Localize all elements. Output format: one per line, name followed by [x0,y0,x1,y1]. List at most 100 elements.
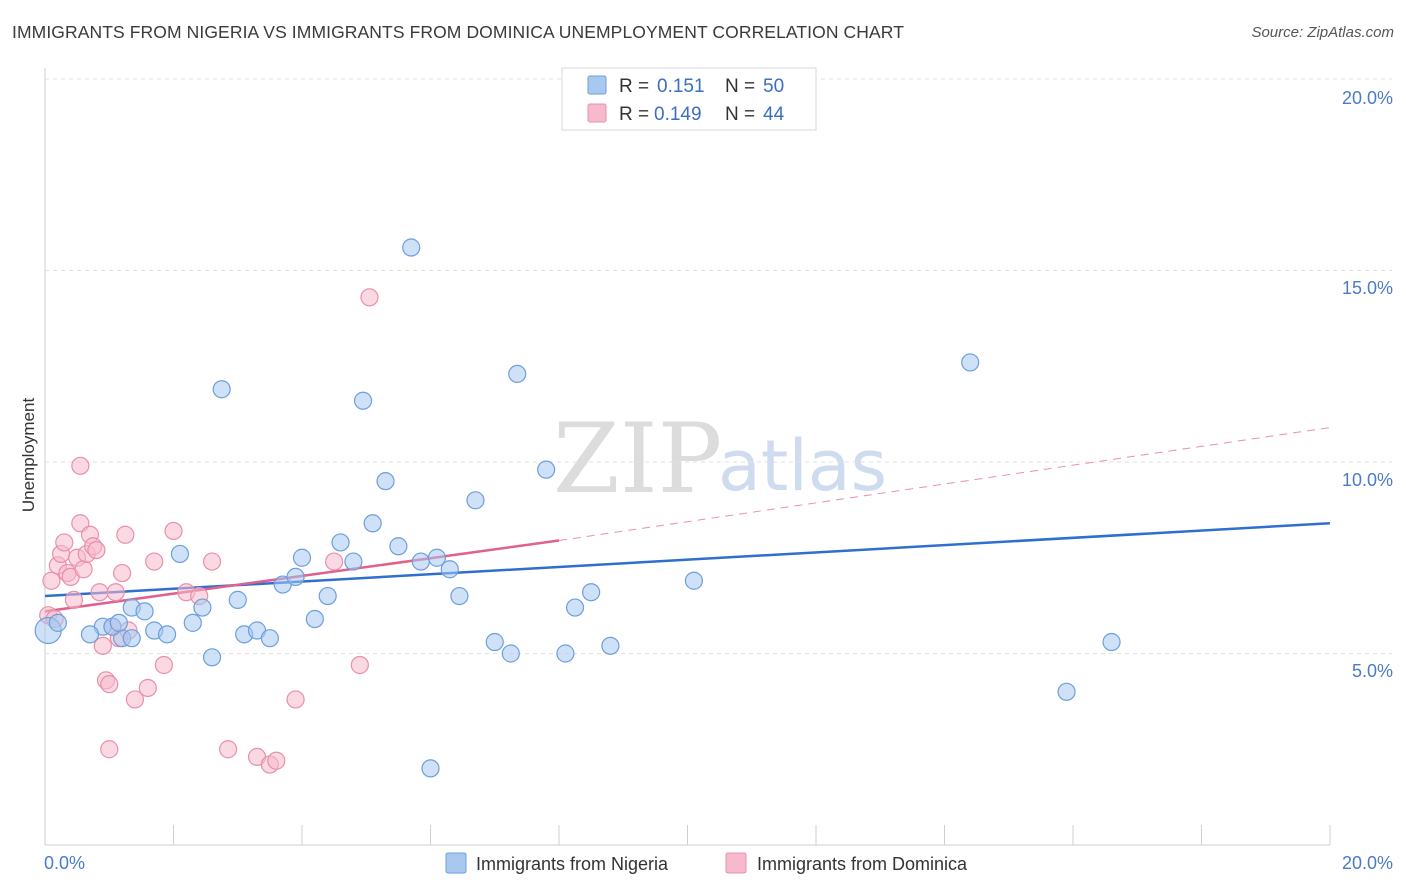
point-nigeria-9 [135,602,154,621]
grid-lines [45,78,1392,654]
point-nigeria-43 [556,644,575,663]
point-nigeria-23 [292,548,312,567]
point-nigeria-26 [331,533,350,552]
point-dominica-17 [93,636,112,655]
point-nigeria-15 [202,648,222,667]
point-nigeria-27 [344,552,363,571]
point-nigeria-46 [601,636,620,655]
point-nigeria-28 [353,391,373,410]
source-credit: Source: ZipAtlas.com [1251,24,1394,41]
trend-line-dominica-extension [558,427,1331,542]
point-dominica-30 [164,521,183,541]
point-nigeria-24 [305,609,324,629]
point-nigeria-41 [508,364,527,384]
point-nigeria-49 [1057,682,1076,701]
point-nigeria-13 [183,613,202,632]
point-dominica-37 [267,751,286,770]
point-dominica-27 [138,678,157,698]
point-nigeria-6 [109,613,128,632]
legend-n-label-dominica: N = [725,104,755,125]
point-nigeria-31 [389,537,408,556]
y-tick-label-10: 10.0% [1342,470,1393,490]
correlation-legend: R = 0.151 N = 50 R = 0.149 N = 44 [561,67,817,131]
point-dominica-42 [71,456,90,475]
legend-n-label-nigeria: N = [725,76,755,97]
watermark-atlas: atlas [718,425,887,507]
point-dominica-16 [90,583,109,602]
point-nigeria-38 [466,491,485,510]
bottom-legend-label-dominica: Immigrants from Dominica [757,854,968,874]
point-nigeria-7 [122,629,141,648]
chart-title: IMMIGRANTS FROM NIGERIA VS IMMIGRANTS FR… [12,22,905,42]
point-dominica-8 [64,590,84,609]
point-nigeria-35 [427,548,447,567]
point-dominica-28 [145,552,164,571]
point-dominica-15 [87,540,106,560]
y-tick-label-5: 5.0% [1352,661,1393,681]
point-nigeria-16 [212,380,231,399]
point-dominica-26 [125,690,145,709]
point-nigeria-4 [80,625,100,644]
point-dominica-43 [100,740,119,759]
point-dominica-19 [100,675,119,694]
y-tick-label-15: 15.0% [1342,278,1393,298]
watermark: ZIP atlas [553,403,887,515]
bottom-legend-swatch-dominica [725,852,747,874]
point-nigeria-48 [961,353,980,372]
legend-r-value-nigeria: 0.151 [657,76,705,97]
x-tick-label-min: 0.0% [44,853,85,873]
watermark-zip: ZIP [553,403,722,515]
point-nigeria-12 [170,544,190,564]
legend-n-value-dominica: 44 [763,104,785,125]
point-dominica-5 [55,533,74,552]
point-nigeria-36 [440,560,459,579]
point-dominica-23 [112,563,132,583]
point-nigeria-25 [318,586,337,606]
point-nigeria-29 [363,514,382,533]
legend-r-label-dominica: R = [619,104,649,125]
legend-n-value-nigeria: 50 [763,76,784,97]
point-nigeria-1 [48,613,67,632]
y-tick-label-20: 20.0% [1342,88,1393,108]
point-nigeria-32 [402,238,421,257]
point-nigeria-17 [228,590,247,609]
point-dominica-24 [116,525,135,544]
point-nigeria-20 [260,629,279,648]
trend-line-nigeria [44,522,1331,598]
point-dominica-34 [219,740,238,759]
y-axis-label: Unemployment [19,398,38,513]
bottom-legend-swatch-nigeria [445,852,467,874]
series-legend: Immigrants from Nigeria Immigrants from … [445,852,968,874]
point-dominica-38 [286,690,305,709]
point-dominica-29 [154,655,173,675]
point-dominica-1 [42,571,61,590]
point-nigeria-22 [286,567,305,587]
point-nigeria-39 [485,632,504,652]
point-dominica-41 [360,288,379,307]
point-nigeria-47 [684,571,704,590]
bottom-legend-label-nigeria: Immigrants from Nigeria [476,854,669,874]
point-nigeria-14 [193,598,212,617]
point-nigeria-40 [501,644,520,663]
points-nigeria [34,238,1121,778]
point-nigeria-11 [157,625,177,644]
points-dominica [39,288,379,774]
point-dominica-39 [325,552,344,571]
point-nigeria-42 [537,460,556,479]
point-dominica-21 [106,583,125,602]
point-dominica-11 [74,560,93,579]
legend-swatch-nigeria [587,75,607,95]
legend-swatch-dominica [587,103,607,123]
point-nigeria-37 [450,586,469,606]
point-nigeria-30 [376,472,395,491]
point-nigeria-44 [565,598,585,617]
point-dominica-33 [202,552,222,571]
point-nigeria-50 [1102,632,1121,652]
legend-r-label-nigeria: R = [619,76,649,97]
x-tick-label-max: 20.0% [1342,853,1393,873]
point-nigeria-45 [582,583,601,602]
legend-r-value-dominica: 0.149 [654,104,702,125]
axes [44,68,1331,846]
point-nigeria-34 [421,759,440,778]
